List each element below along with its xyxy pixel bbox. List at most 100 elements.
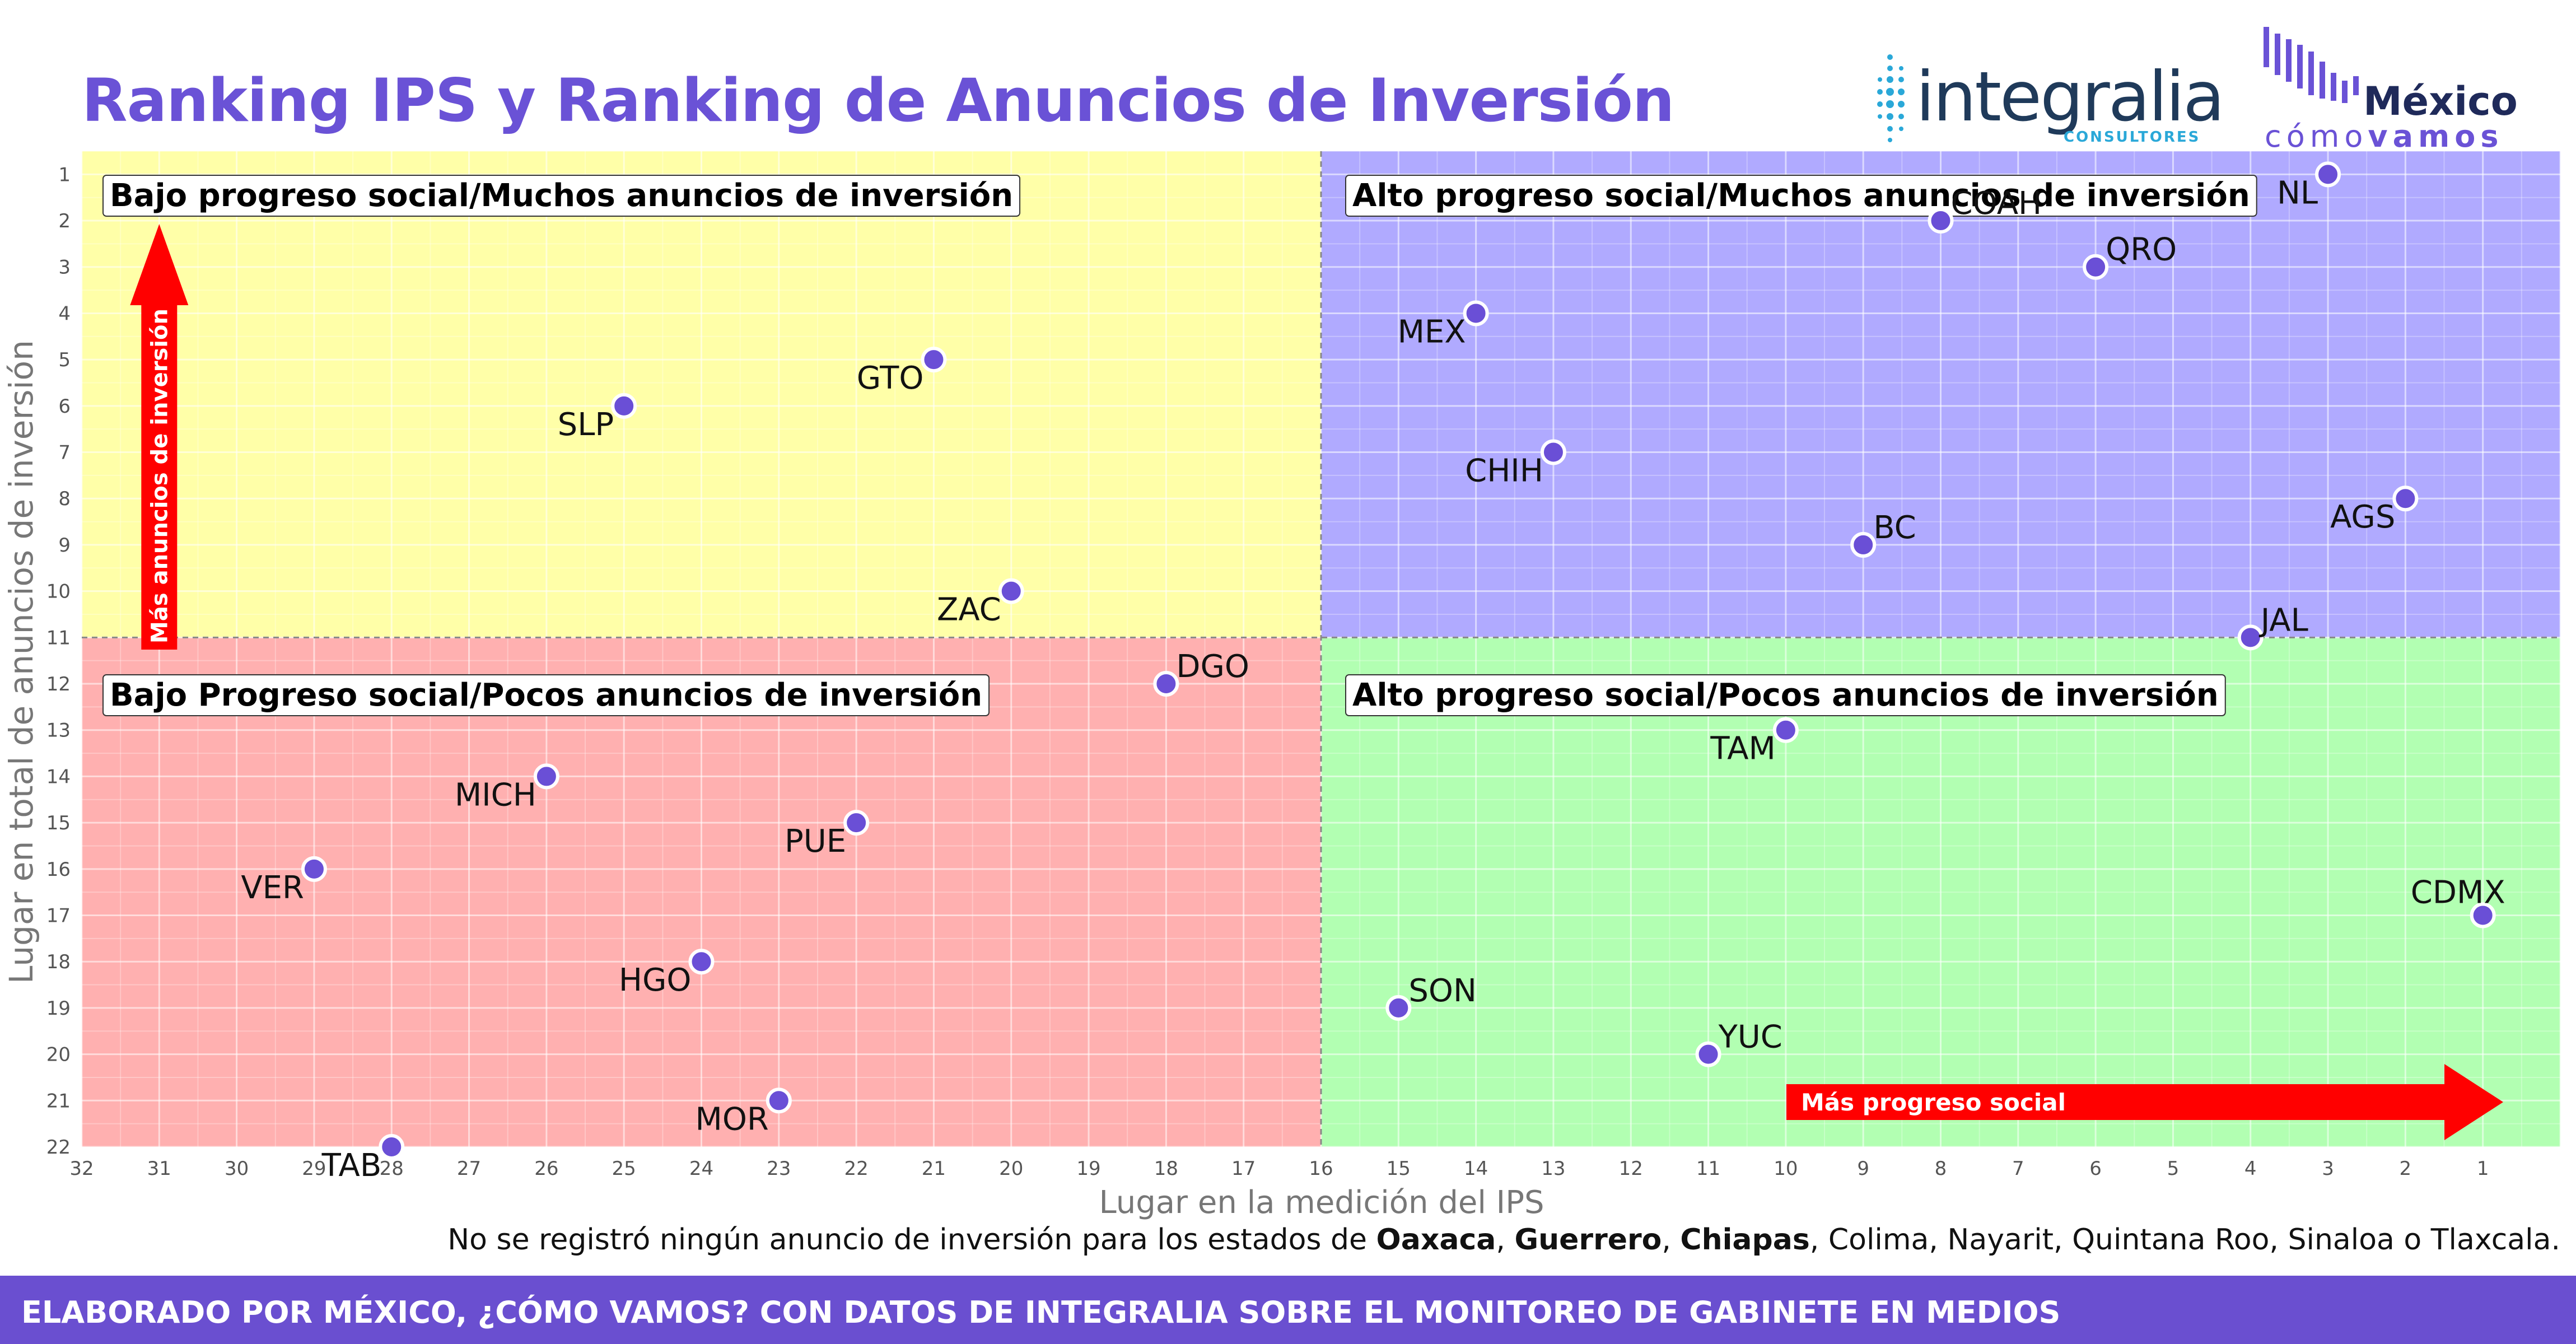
note-oaxaca: Oaxaca (1376, 1223, 1496, 1257)
point-label-cdmx: CDMX (2411, 875, 2505, 911)
vertical-arrow-label: Más anuncios de inversión (147, 309, 172, 643)
x-tick-label: 23 (767, 1158, 791, 1180)
note-sep1: , (1496, 1223, 1515, 1257)
mcv-como-vamos-text: cómovamos (2265, 119, 2504, 154)
x-tick-label: 3 (2322, 1158, 2334, 1180)
point-label-ags: AGS (2330, 499, 2395, 535)
quadrant-dividers (82, 151, 2560, 1147)
direction-arrows: Más anuncios de inversión Más progreso so… (130, 224, 2503, 1140)
quadrant-label-bottom-left: Bajo Progreso social/Pocos anuncios de i… (110, 677, 982, 713)
y-axis-label: Lugar en total de anuncios de inversión (2, 340, 40, 984)
data-point-son (1385, 995, 1412, 1021)
x-tick-label: 25 (612, 1158, 636, 1180)
chart-title: Ranking IPS y Ranking de Anuncios de Inv… (82, 66, 1674, 135)
x-tick-label: 13 (1541, 1158, 1565, 1180)
x-tick-label: 29 (302, 1158, 326, 1180)
y-tick-label: 9 (58, 534, 71, 557)
x-tick-label: 19 (1076, 1158, 1100, 1180)
y-tick-label: 6 (58, 395, 71, 418)
data-point-mich (533, 763, 559, 790)
point-label-son: SON (1408, 973, 1477, 1009)
y-tick-label: 3 (58, 256, 71, 279)
data-point-tam (1772, 717, 1799, 743)
y-tick-label: 17 (46, 905, 71, 927)
horizontal-arrow-shaft (1786, 1084, 2447, 1120)
data-point-mor (766, 1088, 792, 1114)
data-point-tab (379, 1134, 405, 1160)
x-tick-labels: 32 31 30 29 28 27 26 25 24 23 22 21 20 19 18 17 16 15 14 13… (69, 1158, 2489, 1180)
data-point-pue (843, 810, 870, 836)
point-label-jal: JAL (2259, 602, 2308, 638)
y-tick-label: 5 (58, 349, 71, 371)
point-label-mex: MEX (1398, 314, 1466, 350)
data-point-coah (1928, 208, 1954, 234)
y-tick-label: 14 (46, 766, 71, 788)
quadrant-label-box (102, 674, 990, 716)
point-label-mich: MICH (455, 777, 536, 813)
y-tick-label: 16 (46, 858, 71, 881)
x-tick-label: 26 (534, 1158, 558, 1180)
data-point-slp (611, 393, 637, 419)
y-tick-label: 13 (46, 720, 71, 742)
data-point-hgo (688, 949, 715, 975)
x-tick-label: 31 (147, 1158, 171, 1180)
mcv-vamos: vamos (2368, 119, 2504, 154)
x-tick-label: 7 (2012, 1158, 2024, 1180)
y-tick-label: 18 (46, 951, 71, 973)
point-label-yuc: YUC (1718, 1019, 1782, 1056)
x-tick-label: 22 (844, 1158, 868, 1180)
point-label-tam: TAM (1710, 731, 1775, 767)
quadrant-label-box (1345, 674, 2226, 716)
x-tick-label: 16 (1309, 1158, 1333, 1180)
x-tick-label: 20 (999, 1158, 1023, 1180)
note-sep2: , (1662, 1223, 1681, 1257)
point-label-hgo: HGO (619, 962, 692, 998)
note-chiapas: Chiapas (1680, 1223, 1810, 1257)
mcv-mexico-text: México (2363, 78, 2518, 124)
quadrant-label-box (1345, 175, 2257, 217)
y-tick-label: 11 (46, 627, 71, 649)
horizontal-arrow-head (2444, 1064, 2503, 1140)
x-axis-label: Lugar en la medición del IPS (1099, 1184, 1544, 1221)
x-tick-label: 28 (380, 1158, 404, 1180)
footer-text: ELABORADO POR MÉXICO, ¿CÓMO VAMOS? CON D… (21, 1295, 2061, 1330)
y-tick-label: 20 (46, 1044, 71, 1066)
y-tick-label: 10 (46, 581, 71, 603)
y-tick-label: 2 (58, 210, 71, 232)
data-point-chih (1540, 439, 1566, 465)
y-tick-label: 1 (58, 164, 71, 186)
x-tick-label: 9 (1857, 1158, 1869, 1180)
point-label-ver: VER (241, 870, 304, 906)
data-point-gto (921, 347, 947, 373)
data-points (301, 161, 2496, 1160)
point-label-pue: PUE (785, 823, 846, 860)
data-point-mex (1463, 300, 1489, 326)
x-tick-label: 10 (1774, 1158, 1798, 1180)
x-tick-label: 2 (2400, 1158, 2412, 1180)
vertical-arrow-shaft (141, 302, 178, 650)
data-point-bc (1850, 531, 1877, 558)
x-tick-label: 30 (225, 1158, 249, 1180)
point-label-slp: SLP (558, 407, 614, 443)
y-tick-label: 22 (46, 1136, 71, 1159)
x-tick-label: 18 (1154, 1158, 1178, 1180)
point-labels: NL COAH QRO MEX GTO SLP CHIH AGS BC ZAC JAL DGO TAM M… (241, 175, 2505, 1184)
point-label-tab: TAB (321, 1147, 382, 1184)
y-tick-label: 19 (46, 997, 71, 1020)
x-tick-label: 12 (1619, 1158, 1643, 1180)
y-tick-label: 15 (46, 812, 71, 834)
vertical-arrow-head (130, 224, 189, 305)
horizontal-arrow-label: Más progreso social (1801, 1089, 2066, 1116)
y-tick-label: 4 (58, 302, 71, 325)
data-point-qro (2083, 254, 2109, 280)
quadrant-label-box (102, 175, 1021, 217)
point-label-zac: ZAC (937, 592, 1001, 628)
x-tick-label: 32 (69, 1158, 94, 1180)
footer-banner: ELABORADO POR MÉXICO, ¿CÓMO VAMOS? CON D… (0, 1276, 2576, 1344)
y-tick-label: 7 (58, 442, 71, 464)
y-tick-label: 21 (46, 1090, 71, 1112)
integralia-logo: integralia CONSULTORES (1873, 45, 2225, 157)
x-tick-label: 5 (2167, 1158, 2180, 1180)
